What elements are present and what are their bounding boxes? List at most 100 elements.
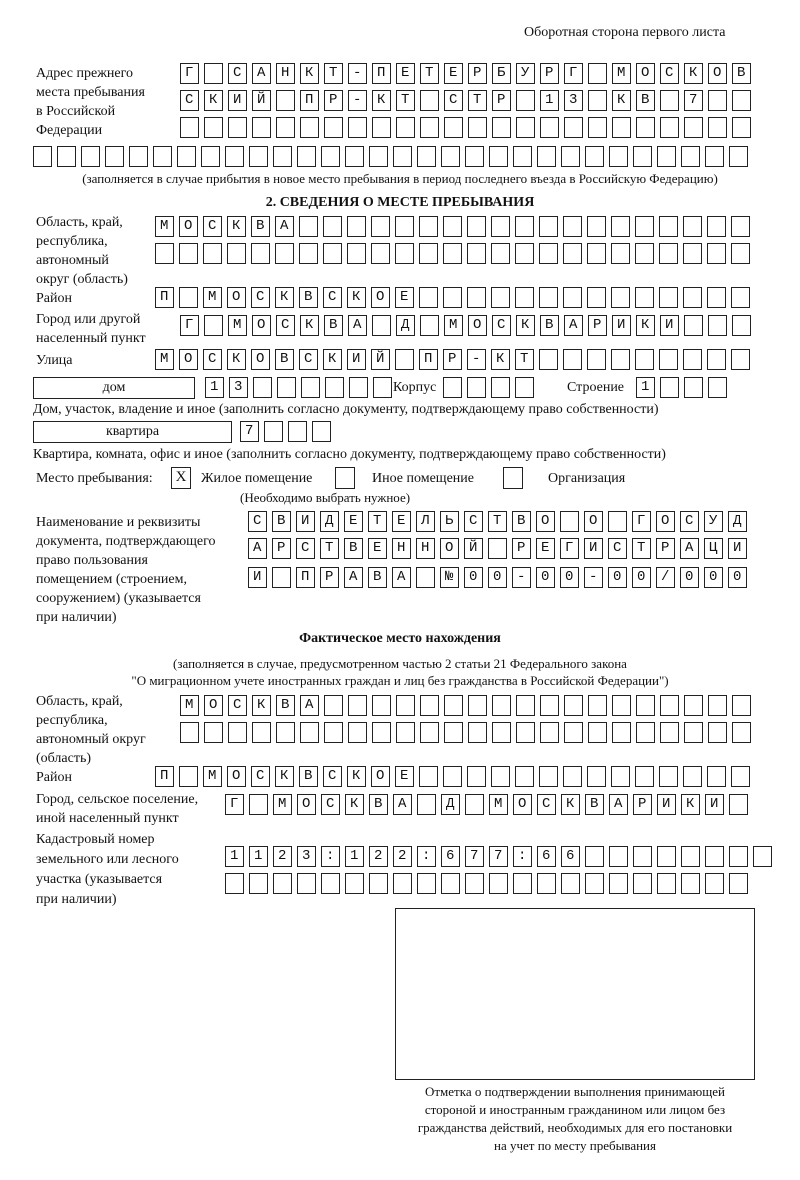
char-cell[interactable] xyxy=(488,511,507,532)
char-cell[interactable] xyxy=(564,695,583,716)
char-cell[interactable] xyxy=(660,315,679,336)
char-cell[interactable] xyxy=(632,567,651,588)
char-cell[interactable] xyxy=(240,421,259,442)
char-cell[interactable] xyxy=(467,377,486,398)
char-cell[interactable] xyxy=(587,243,606,264)
char-cell[interactable] xyxy=(731,216,750,237)
char-cell[interactable] xyxy=(440,538,459,559)
char-cell[interactable] xyxy=(588,315,607,336)
char-cell[interactable] xyxy=(681,873,700,894)
char-cell[interactable] xyxy=(492,117,511,138)
char-cell[interactable] xyxy=(440,567,459,588)
char-cell[interactable] xyxy=(348,722,367,743)
char-cell[interactable] xyxy=(537,794,556,815)
char-cell[interactable] xyxy=(561,146,580,167)
char-cell[interactable] xyxy=(708,63,727,84)
char-cell[interactable] xyxy=(251,243,270,264)
char-cell[interactable] xyxy=(253,377,272,398)
char-cell[interactable] xyxy=(312,421,331,442)
char-cell[interactable] xyxy=(636,315,655,336)
char-cell[interactable] xyxy=(659,287,678,308)
char-cell[interactable] xyxy=(155,287,174,308)
char-cell[interactable] xyxy=(368,538,387,559)
char-cell[interactable] xyxy=(300,90,319,111)
char-cell[interactable] xyxy=(392,538,411,559)
char-cell[interactable] xyxy=(300,315,319,336)
char-cell[interactable] xyxy=(707,287,726,308)
char-cell[interactable] xyxy=(729,846,748,867)
char-cell[interactable] xyxy=(272,567,291,588)
char-cell[interactable] xyxy=(248,567,267,588)
char-cell[interactable] xyxy=(229,377,248,398)
char-cell[interactable] xyxy=(492,315,511,336)
char-cell[interactable] xyxy=(632,538,651,559)
char-cell[interactable] xyxy=(656,538,675,559)
char-cell[interactable] xyxy=(516,315,535,336)
char-cell[interactable] xyxy=(708,315,727,336)
char-cell[interactable] xyxy=(373,377,392,398)
char-cell[interactable] xyxy=(299,766,318,787)
char-cell[interactable] xyxy=(372,722,391,743)
char-cell[interactable] xyxy=(465,873,484,894)
char-cell[interactable] xyxy=(348,117,367,138)
char-cell[interactable] xyxy=(659,349,678,370)
char-cell[interactable] xyxy=(371,243,390,264)
char-cell[interactable] xyxy=(249,873,268,894)
char-cell[interactable] xyxy=(609,146,628,167)
char-cell[interactable] xyxy=(728,511,747,532)
char-cell[interactable] xyxy=(516,117,535,138)
char-cell[interactable] xyxy=(300,117,319,138)
char-cell[interactable] xyxy=(611,287,630,308)
char-cell[interactable] xyxy=(516,63,535,84)
char-cell[interactable] xyxy=(276,63,295,84)
char-cell[interactable] xyxy=(563,243,582,264)
char-cell[interactable] xyxy=(443,243,462,264)
char-cell[interactable] xyxy=(347,216,366,237)
char-cell[interactable] xyxy=(464,567,483,588)
char-cell[interactable] xyxy=(228,722,247,743)
char-cell[interactable] xyxy=(731,349,750,370)
char-cell[interactable] xyxy=(441,794,460,815)
char-cell[interactable] xyxy=(683,287,702,308)
char-cell[interactable] xyxy=(297,794,316,815)
char-cell[interactable] xyxy=(179,287,198,308)
char-cell[interactable] xyxy=(419,349,438,370)
char-cell[interactable] xyxy=(320,567,339,588)
char-cell[interactable] xyxy=(444,90,463,111)
char-cell[interactable] xyxy=(273,846,292,867)
char-cell[interactable] xyxy=(443,766,462,787)
char-cell[interactable] xyxy=(728,538,747,559)
char-cell[interactable] xyxy=(468,695,487,716)
char-cell[interactable] xyxy=(707,216,726,237)
char-cell[interactable] xyxy=(465,794,484,815)
char-cell[interactable] xyxy=(684,117,703,138)
char-cell[interactable] xyxy=(153,146,172,167)
char-cell[interactable] xyxy=(324,722,343,743)
char-cell[interactable] xyxy=(396,63,415,84)
char-cell[interactable] xyxy=(491,377,510,398)
char-cell[interactable] xyxy=(300,63,319,84)
char-cell[interactable] xyxy=(680,511,699,532)
char-cell[interactable] xyxy=(323,766,342,787)
char-cell[interactable] xyxy=(656,567,675,588)
char-cell[interactable] xyxy=(249,846,268,867)
char-cell[interactable] xyxy=(417,794,436,815)
char-cell[interactable] xyxy=(729,794,748,815)
char-cell[interactable] xyxy=(491,766,510,787)
char-cell[interactable] xyxy=(609,873,628,894)
char-cell[interactable] xyxy=(324,315,343,336)
char-cell[interactable] xyxy=(227,243,246,264)
char-cell[interactable] xyxy=(393,846,412,867)
char-cell[interactable] xyxy=(588,722,607,743)
char-cell[interactable] xyxy=(563,349,582,370)
char-cell[interactable] xyxy=(347,243,366,264)
char-cell[interactable] xyxy=(540,695,559,716)
char-cell[interactable] xyxy=(585,873,604,894)
char-cell[interactable] xyxy=(348,63,367,84)
char-cell[interactable] xyxy=(540,117,559,138)
char-cell[interactable] xyxy=(155,766,174,787)
char-cell[interactable] xyxy=(468,117,487,138)
char-cell[interactable] xyxy=(491,243,510,264)
char-cell[interactable] xyxy=(81,146,100,167)
char-cell[interactable] xyxy=(561,846,580,867)
